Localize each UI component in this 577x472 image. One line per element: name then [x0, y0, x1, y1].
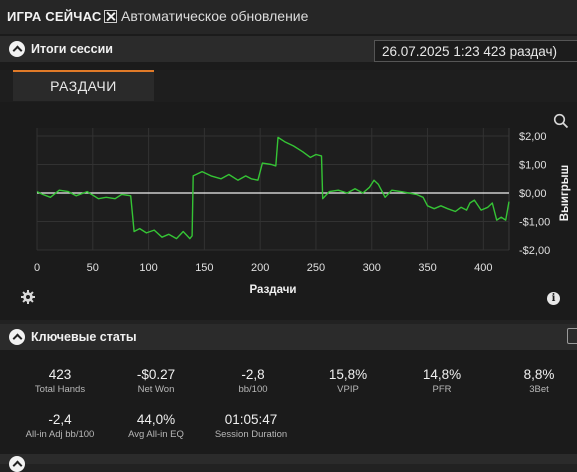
- stat-value: 44,0%: [136, 412, 176, 427]
- stat-label: PFR: [432, 384, 452, 395]
- chevron-up-icon[interactable]: [9, 41, 25, 57]
- y-tick-label: -$2,00: [519, 245, 550, 257]
- key-stats-panel: 423 Total Hands -$0.27 Net Won -2,8 bb/1…: [0, 350, 577, 454]
- gear-icon[interactable]: [21, 290, 35, 304]
- app-title: ИГРА СЕЙЧАС: [7, 9, 102, 24]
- auto-refresh-label[interactable]: Автоматическое обновление: [121, 8, 309, 24]
- stat-session-duration: 01:05:47 Session Duration: [201, 412, 301, 440]
- plot-area: [37, 128, 509, 250]
- tab-strip: РАЗДАЧИ: [0, 70, 577, 102]
- x-tick-label: 300: [363, 262, 381, 274]
- stat-label: Net Won: [137, 384, 175, 395]
- stat-label: 3Bet: [529, 384, 549, 395]
- chevron-up-icon[interactable]: [9, 329, 25, 345]
- stat-label: Total Hands: [34, 384, 86, 395]
- session-results-title: Итоги сессии: [31, 42, 113, 56]
- chevron-up-icon[interactable]: [9, 456, 25, 472]
- stat-vpip: 15,8% VPIP: [298, 367, 398, 395]
- y-tick-label: $2,00: [519, 131, 547, 143]
- auto-refresh-checkbox[interactable]: [104, 10, 117, 23]
- window-toggle-button[interactable]: [567, 328, 577, 344]
- stat-label: Session Duration: [214, 429, 288, 440]
- x-tick-label: 250: [307, 262, 325, 274]
- stat-value: 15,8%: [328, 367, 368, 382]
- stat-value: 01:05:47: [224, 412, 278, 427]
- stat-pfr: 14,8% PFR: [392, 367, 492, 395]
- stat-value: 423: [48, 367, 72, 382]
- x-tick-label: 200: [251, 262, 269, 274]
- stat-net-won: -$0.27 Net Won: [106, 367, 206, 395]
- stat-value: -$0.27: [136, 367, 176, 382]
- next-panel-header: [0, 454, 577, 472]
- stat-value: -2,4: [48, 412, 72, 427]
- stat-value: 8,8%: [523, 367, 555, 382]
- y-tick-label: $1,00: [519, 160, 547, 172]
- x-tick-label: 50: [87, 262, 99, 274]
- session-selector[interactable]: 26.07.2025 1:23 423 раздач): [374, 40, 577, 62]
- stat-label: bb/100: [238, 384, 268, 395]
- winnings-series-line: [36, 136, 510, 240]
- x-tick-label: 350: [418, 262, 436, 274]
- x-tick-label: 0: [34, 262, 40, 274]
- stat-value: 14,8%: [422, 367, 462, 382]
- x-tick-label: 400: [474, 262, 492, 274]
- stat-total-hands: 423 Total Hands: [10, 367, 110, 395]
- x-tick-label: 100: [139, 262, 157, 274]
- top-bar: ИГРА СЕЙЧАС Автоматическое обновление: [0, 0, 577, 34]
- y-axis-label: Выигрыш: [559, 165, 571, 221]
- tab-hands[interactable]: РАЗДАЧИ: [13, 70, 154, 101]
- winnings-chart: 0 50 100 150 200 250 300 350 400 $2,00 $1,00 $0,00 -…: [0, 104, 577, 304]
- key-stats-title: Ключевые статы: [31, 330, 137, 344]
- stat-value: -2,8: [241, 367, 265, 382]
- key-stats-header: Ключевые статы: [0, 324, 577, 350]
- stat-label: Avg All-in EQ: [128, 429, 184, 440]
- y-tick-label: -$1,00: [519, 217, 550, 229]
- x-tick-label: 150: [195, 262, 213, 274]
- stat-bb100: -2,8 bb/100: [203, 367, 303, 395]
- stat-label: VPIP: [337, 384, 359, 395]
- magnifier-icon[interactable]: [553, 113, 569, 129]
- y-tick-label: $0,00: [519, 188, 547, 200]
- stat-3bet: 8,8% 3Bet: [489, 367, 577, 395]
- info-icon[interactable]: i: [547, 292, 560, 305]
- stat-allin-adj-bb100: -2,4 All-in Adj bb/100: [10, 412, 110, 440]
- stat-avg-allin-eq: 44,0% Avg All-in EQ: [106, 412, 206, 440]
- x-axis-label: Раздачи: [250, 284, 297, 296]
- stat-label: All-in Adj bb/100: [25, 429, 95, 440]
